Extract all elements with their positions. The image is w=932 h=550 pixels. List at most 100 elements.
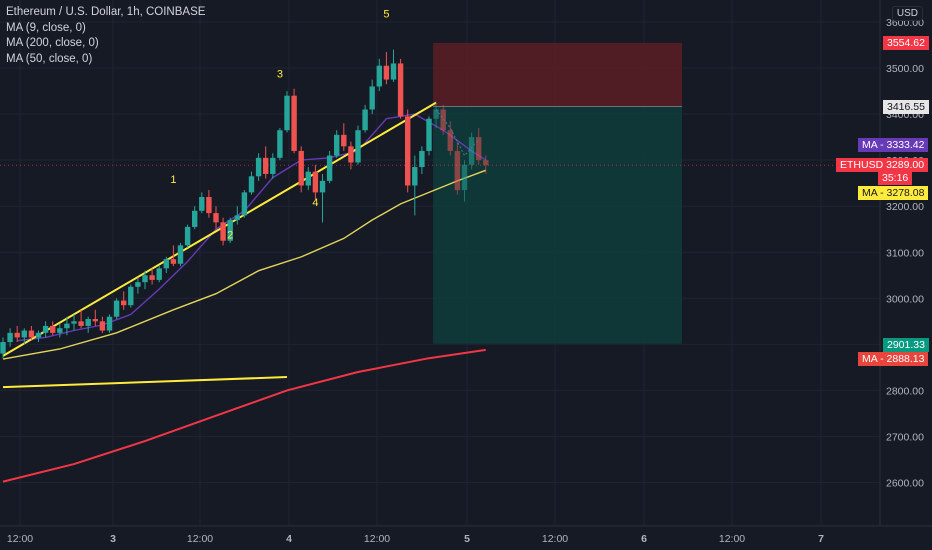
- candle-body: [248, 176, 255, 193]
- last-price-tag: ETHUSD 3289.00: [836, 158, 929, 172]
- trendline-1: [2, 101, 437, 357]
- candle: [341, 123, 347, 151]
- candle-body: [213, 213, 219, 223]
- candle: [454, 141, 461, 195]
- candle: [355, 125, 361, 165]
- candle-body: [170, 259, 177, 264]
- currency-button[interactable]: USD: [891, 6, 923, 21]
- candle: [263, 146, 269, 179]
- candle: [149, 268, 155, 285]
- wave-labels: 1 2 3 4 5: [170, 8, 389, 241]
- candle-body: [355, 130, 361, 163]
- candle-body: [312, 171, 319, 193]
- stop-loss-zone: [433, 42, 682, 107]
- take-profit-zone: [433, 106, 682, 344]
- candle: [21, 328, 27, 345]
- candle-body: [220, 222, 226, 241]
- price-axis[interactable]: 2600.002700.002800.002900.003000.003100.…: [879, 0, 932, 550]
- entry-price-tag: 3416.55: [883, 100, 929, 114]
- ma-line-200: [2, 348, 486, 483]
- candle: [405, 109, 411, 193]
- candle: [483, 155, 489, 174]
- candle: [390, 49, 397, 82]
- legend-title[interactable]: Ethereum / U.S. Dollar, 1h, COINBASE: [6, 6, 206, 18]
- candle: [362, 104, 368, 133]
- position-zones: [0, 42, 880, 344]
- candle: [284, 91, 290, 133]
- candle-body: [156, 268, 162, 280]
- candle-body: [348, 146, 354, 163]
- candle-body: [440, 109, 446, 131]
- candle-body: [71, 321, 77, 324]
- candle-body: [192, 210, 198, 227]
- candle-body: [390, 63, 397, 80]
- legend-ma9[interactable]: MA (9, close, 0): [6, 21, 86, 34]
- wave-label-1: 1: [170, 174, 176, 186]
- candle-body: [177, 245, 184, 264]
- candle-body: [113, 300, 120, 317]
- candle-body: [206, 196, 212, 214]
- candle-body: [142, 275, 148, 283]
- candle-body: [369, 86, 375, 110]
- candle: [291, 88, 297, 154]
- candle: [334, 130, 340, 158]
- candle-body: [341, 134, 347, 147]
- ma-line-9: [17, 113, 487, 342]
- candle: [476, 127, 482, 165]
- candle-body: [334, 134, 340, 156]
- candle-body: [50, 325, 56, 333]
- candle-body: [199, 196, 205, 211]
- candle: [461, 160, 468, 202]
- candle-body: [298, 150, 304, 186]
- projection-path: [435, 109, 480, 157]
- candle-body: [383, 65, 390, 80]
- legend-ma50[interactable]: MA (50, close, 0): [6, 52, 93, 65]
- time-axis[interactable]: 12:00 3 12:00 4 12:00 5 12:00 6 12:00 7: [0, 525, 932, 550]
- candle-body: [106, 316, 113, 331]
- wave-label-5: 5: [383, 8, 389, 20]
- candle: [57, 323, 63, 338]
- candle: [177, 243, 184, 267]
- wave-label-3: 3: [277, 68, 283, 80]
- candle-body: [270, 157, 276, 174]
- candle: [255, 153, 262, 181]
- candle: [298, 146, 304, 193]
- candle: [447, 121, 453, 156]
- candle-body: [92, 319, 98, 322]
- x-tick-label: 12:00: [7, 533, 33, 545]
- wave-label-2: 2: [227, 229, 233, 241]
- trendline-2: [2, 376, 288, 389]
- candle-body: [184, 226, 191, 246]
- candle-body: [99, 321, 106, 331]
- candle: [99, 316, 106, 333]
- stop-loss-price-tag: 3554.62: [883, 36, 929, 50]
- time-axis-bg: [0, 526, 932, 550]
- candle: [348, 141, 354, 170]
- candle: [213, 206, 219, 230]
- candle: [28, 325, 35, 340]
- candle: [35, 330, 42, 343]
- y-tick-label: 3200.00: [886, 201, 924, 213]
- candle: [0, 337, 6, 359]
- candle-body: [426, 118, 432, 151]
- candle-body: [35, 332, 42, 338]
- x-tick-label: 7: [818, 533, 824, 545]
- candle-body: [397, 63, 404, 117]
- candle-body: [163, 259, 169, 269]
- candle-body: [42, 325, 49, 333]
- candle-body: [234, 215, 240, 221]
- candle: [128, 284, 134, 308]
- legend-ma200[interactable]: MA (200, close, 0): [6, 37, 99, 49]
- candle: [206, 190, 212, 218]
- x-tick-label: 4: [286, 533, 292, 545]
- candle: [64, 316, 70, 336]
- candle: [7, 328, 13, 347]
- x-tick-label: 5: [464, 533, 470, 545]
- moving-average-lines: [2, 113, 487, 483]
- candle: [14, 325, 20, 343]
- candle-body: [483, 160, 489, 166]
- candle-body: [461, 164, 468, 191]
- candle: [248, 171, 255, 195]
- ma200-value-tag: MA - 2888.13: [858, 352, 929, 366]
